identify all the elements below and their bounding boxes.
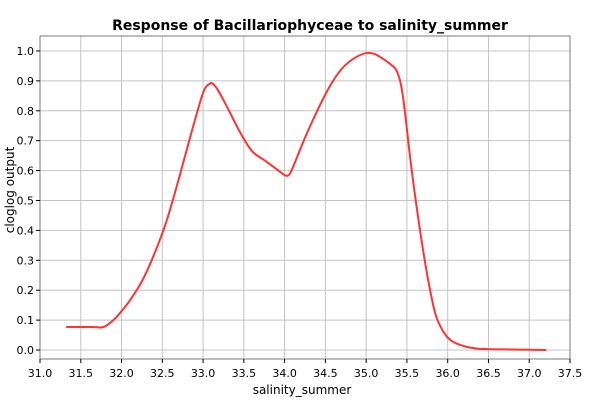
y-tick-label: 0.8: [17, 105, 35, 118]
x-tick-label: 37.5: [558, 367, 583, 380]
y-tick-label: 0.4: [17, 224, 35, 237]
x-tick-label: 35.0: [354, 367, 379, 380]
tick-layer: 31.0 31.5 32.0 32.5 33.0 33.5 34.0 34.5 35.0 35.5…: [17, 45, 583, 380]
y-tick-label: 0.2: [17, 284, 35, 297]
y-tick-label: 0.5: [17, 194, 35, 207]
y-tick-label: 0.3: [17, 254, 35, 267]
x-tick-label: 36.5: [476, 367, 501, 380]
x-tick-label: 33.0: [191, 367, 216, 380]
grid-layer: [39, 36, 571, 359]
x-tick-label: 31.0: [28, 367, 53, 380]
y-tick-label: 1.0: [17, 45, 35, 58]
y-tick-label: 0.7: [17, 135, 35, 148]
x-tick-label: 35.5: [395, 367, 420, 380]
x-tick-label: 31.5: [69, 367, 94, 380]
x-tick-label: 33.5: [232, 367, 257, 380]
y-axis-label: cloglog output: [3, 146, 17, 233]
x-tick-label: 32.5: [150, 367, 175, 380]
series-line: [65, 51, 547, 352]
chart-title: Response of Bacillariophyceae to salinit…: [112, 18, 508, 34]
x-tick-label: 34.5: [313, 367, 338, 380]
x-tick-label: 36.0: [435, 367, 460, 380]
y-tick-label: 0.0: [17, 344, 35, 357]
x-tick-label: 34.0: [272, 367, 297, 380]
x-tick-label: 32.0: [109, 367, 134, 380]
x-axis-label: salinity_summer: [253, 383, 352, 397]
y-tick-label: 0.9: [17, 75, 35, 88]
x-tick-label: 37.0: [517, 367, 542, 380]
y-tick-label: 0.1: [17, 314, 35, 327]
y-tick-label: 0.6: [17, 165, 35, 178]
plot-frame: [39, 35, 571, 360]
